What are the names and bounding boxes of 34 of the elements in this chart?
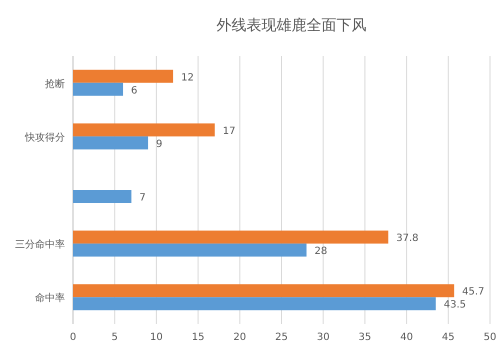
chart-title: 外线表现雄鹿全面下风 bbox=[216, 16, 366, 34]
bar bbox=[73, 244, 307, 257]
x-tick-label: 50 bbox=[484, 332, 496, 343]
bar bbox=[73, 230, 388, 244]
x-tick-label: 0 bbox=[70, 332, 76, 343]
data-label: 43.5 bbox=[444, 300, 466, 311]
data-label: 28 bbox=[314, 246, 328, 258]
y-tick-label: 快攻得分 bbox=[24, 131, 65, 144]
data-label: 12 bbox=[181, 72, 194, 84]
data-label: 7 bbox=[139, 192, 146, 204]
x-tick-label: 15 bbox=[192, 332, 204, 343]
data-label: 37.8 bbox=[396, 233, 419, 244]
x-tick-label: 45 bbox=[442, 332, 455, 343]
x-tick-label: 35 bbox=[358, 332, 372, 343]
bar bbox=[73, 297, 436, 310]
bar bbox=[73, 82, 124, 96]
data-label: 17 bbox=[222, 126, 236, 137]
x-tick-label: 40 bbox=[400, 332, 413, 343]
y-tick-label: 抢断 bbox=[45, 78, 65, 90]
x-tick-label: 30 bbox=[316, 332, 330, 343]
bar bbox=[73, 123, 215, 136]
data-label: 6 bbox=[131, 85, 138, 96]
bar bbox=[73, 136, 148, 150]
y-tick-label: 命中率 bbox=[35, 292, 65, 304]
x-tick-label: 5 bbox=[112, 332, 118, 343]
data-label: 9 bbox=[156, 138, 162, 150]
bar bbox=[73, 284, 454, 298]
x-tick-label: 25 bbox=[275, 332, 288, 343]
bar bbox=[73, 70, 174, 83]
x-tick-label: 10 bbox=[150, 332, 163, 343]
bar bbox=[73, 190, 132, 203]
data-label: 45.7 bbox=[462, 286, 484, 298]
y-tick-label: 三分命中率 bbox=[15, 238, 65, 251]
x-tick-label: 20 bbox=[233, 332, 246, 343]
